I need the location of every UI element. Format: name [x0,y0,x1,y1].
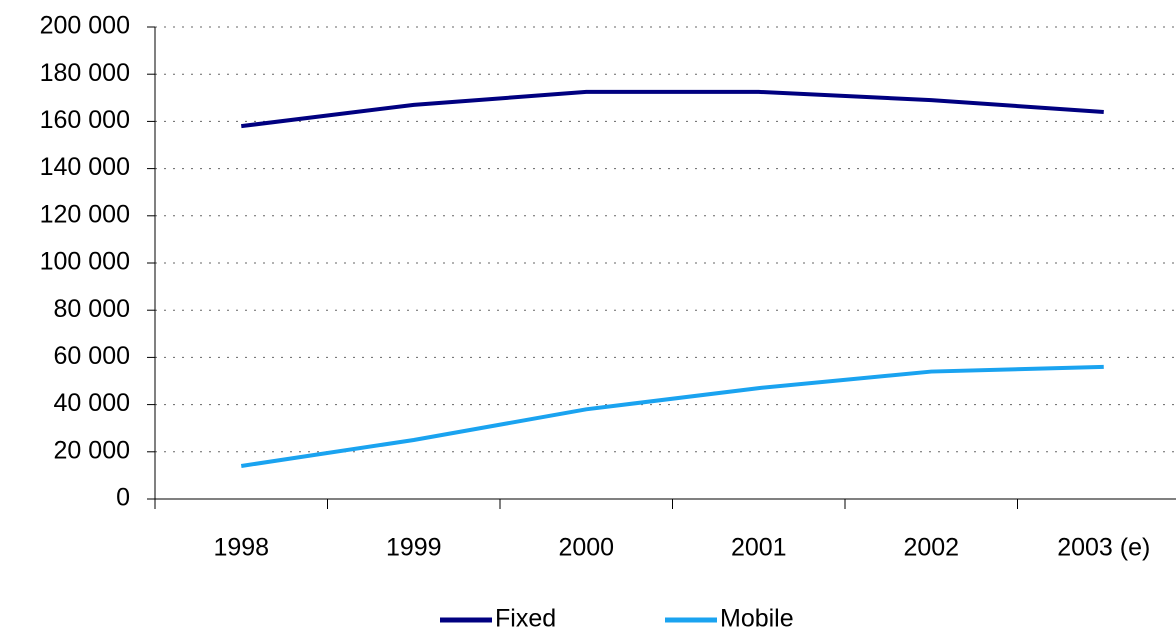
y-tick-label: 200 000 [40,12,130,40]
x-tick-label: 1999 [386,534,442,562]
y-tick-label: 100 000 [40,248,130,276]
series-line [241,89,1104,129]
y-tick-label: 160 000 [40,106,130,134]
y-tick-label: 40 000 [54,389,130,417]
legend-label: Mobile [720,605,794,633]
y-tick-label: 20 000 [54,436,130,464]
legend-label: Fixed [495,605,556,633]
x-tick-label: 1998 [213,534,269,562]
series-line [240,364,1104,468]
x-tick-label: 2000 [558,534,614,562]
y-tick-label: 0 [116,484,130,512]
y-tick-label: 180 000 [40,59,130,87]
x-tick-label: 2003 (e) [1057,534,1150,562]
x-tick-label: 2002 [903,534,959,562]
y-tick-label: 80 000 [54,295,130,323]
y-tick-label: 120 000 [40,200,130,228]
y-tick-label: 60 000 [54,342,130,370]
y-tick-label: 140 000 [40,153,130,181]
x-tick-label: 2001 [731,534,787,562]
